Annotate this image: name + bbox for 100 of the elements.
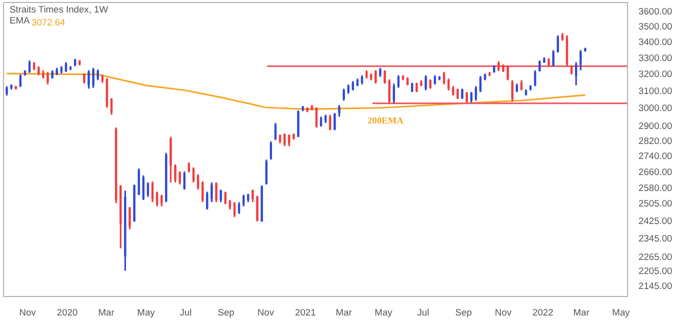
candlestick	[447, 78, 450, 92]
candlestick	[288, 134, 290, 147]
x-tick-label: Jul	[180, 308, 192, 318]
x-tick-label: May	[137, 308, 156, 318]
candlestick	[228, 199, 232, 210]
candlestick	[178, 170, 181, 186]
candlestick	[548, 57, 550, 67]
y-tick-label: 2205.00	[638, 266, 672, 276]
candlestick	[242, 194, 245, 208]
candlestick	[220, 188, 222, 203]
candlestick	[374, 69, 377, 84]
candlestick	[96, 68, 99, 82]
annotation: 3072.64	[32, 18, 66, 28]
y-tick-label: 3500.00	[638, 22, 672, 32]
y-tick-label: 2660.00	[638, 166, 672, 177]
candlestick	[570, 64, 573, 76]
candlestick	[238, 201, 240, 215]
candlestick	[411, 82, 414, 93]
candlestick	[270, 140, 272, 160]
candlestick	[315, 106, 318, 128]
candlestick	[83, 72, 86, 84]
x-tick-label: May	[612, 308, 630, 318]
x-tick-label: Mar	[98, 308, 114, 318]
x-tick-label: Nov	[494, 308, 512, 318]
x-tick-label: 2022	[532, 308, 554, 318]
text: EMA	[10, 16, 30, 26]
candlestick	[206, 190, 208, 210]
y-tick-label: 2580.00	[638, 183, 672, 194]
candlestick	[64, 61, 68, 73]
candlestick	[379, 67, 382, 78]
candlestick	[461, 88, 464, 100]
candlestick	[128, 206, 131, 230]
candlestick	[142, 174, 144, 201]
y-tick-label: 2145.00	[638, 280, 672, 291]
candlestick	[442, 71, 446, 86]
candlestick	[183, 170, 186, 190]
candlestick	[429, 78, 432, 90]
y-tick-label: 2345.00	[638, 234, 672, 244]
candlestick	[556, 34, 559, 54]
candlestick	[146, 182, 150, 198]
candlestick	[506, 65, 509, 82]
candlestick	[456, 88, 459, 100]
candlestick	[215, 182, 218, 203]
y-tick-label: 3200.00	[638, 69, 672, 80]
chart-title: Straits Times Index, 1W	[10, 4, 108, 14]
candlestick	[420, 79, 422, 87]
candlestick	[520, 79, 523, 92]
candlestick	[338, 104, 340, 118]
y-tick-label: 3300.00	[638, 52, 672, 63]
candlestick	[320, 116, 322, 128]
candlestick	[543, 56, 546, 64]
y-tick-label: 3100.00	[638, 86, 672, 96]
candlestick	[470, 91, 472, 104]
candlestick	[511, 79, 514, 102]
candlestick	[388, 78, 390, 104]
candlestick	[424, 74, 427, 92]
candlestick	[452, 85, 454, 96]
candlestick	[38, 65, 40, 76]
candlestick	[538, 60, 541, 72]
candlestick	[265, 158, 268, 186]
candlestick	[575, 61, 578, 86]
candlestick	[352, 80, 354, 92]
y-tick-label: 3000.00	[638, 103, 672, 114]
candlestick	[434, 74, 436, 86]
x-tick-label: 2021	[295, 308, 316, 318]
y-tick-label: 2425.00	[638, 216, 672, 226]
candlestick	[274, 122, 277, 140]
candlestick	[192, 166, 195, 184]
y-tick-label: 2820.00	[638, 136, 672, 146]
candlestick	[347, 84, 350, 95]
candlestick	[210, 182, 213, 203]
x-tick-label: Mar	[336, 308, 352, 318]
candlestick	[6, 85, 8, 96]
x-tick-label: Nov	[19, 308, 36, 318]
candlestick	[329, 114, 332, 132]
candlestick	[160, 194, 163, 208]
y-tick-label: 2265.00	[638, 252, 672, 262]
candlestick	[283, 133, 286, 147]
candlestick	[46, 71, 49, 86]
candlestick	[151, 180, 154, 203]
candlestick	[392, 82, 396, 104]
candlestick	[28, 60, 31, 74]
candlestick	[342, 88, 345, 102]
x-tick-label: Nov	[257, 308, 274, 318]
candlestick	[196, 174, 200, 190]
candlestick	[233, 201, 236, 218]
candlestick	[88, 69, 90, 90]
candlestick	[92, 67, 94, 89]
candlestick	[552, 49, 554, 67]
y-tick-label: 3400.00	[638, 37, 672, 47]
candlestick	[110, 97, 113, 116]
candlestick	[502, 64, 504, 73]
candlestick	[174, 164, 176, 184]
y-tick-label: 2900.00	[638, 121, 672, 132]
candlestick	[202, 180, 204, 203]
y-tick-label: 2505.00	[638, 198, 672, 209]
candlestick	[252, 188, 254, 203]
candlestick	[360, 74, 364, 86]
candlestick	[224, 190, 226, 206]
candlestick	[466, 91, 468, 104]
